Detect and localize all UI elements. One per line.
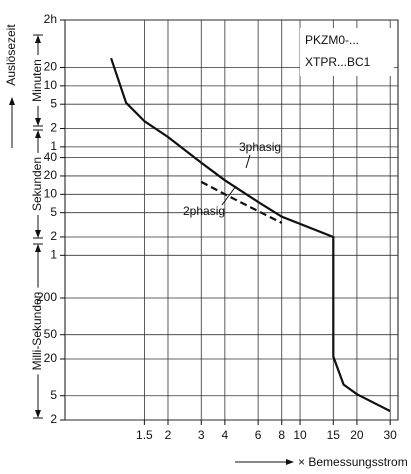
x-axis-title: × Bemessungsstrom — [298, 455, 408, 469]
x-tick-label: 20 — [350, 428, 364, 442]
x-tick-label: 8 — [278, 428, 285, 442]
group-label: Milli-Sekunden — [30, 292, 44, 371]
y-tick-label: 2 — [50, 229, 57, 243]
y-tick-label: 5 — [50, 388, 57, 402]
x-tick-label: 6 — [255, 428, 262, 442]
y-tick-label: 2h — [44, 12, 57, 26]
y-tick-label: 20 — [44, 60, 58, 74]
x-tick-label: 15 — [327, 428, 341, 442]
y-tick-label: 2 — [50, 121, 57, 135]
x-tick-label: 3 — [198, 428, 205, 442]
y-axis-title: Auslösezeit — [4, 24, 18, 86]
y-tick-label: 1 — [50, 248, 57, 262]
y-tick-label: 10 — [44, 78, 58, 92]
plot-area — [64, 19, 399, 421]
x-tick-label: 10 — [293, 428, 307, 442]
y-tick-label: 200 — [37, 290, 57, 304]
y-tick-label: 5 — [50, 205, 57, 219]
y-tick-label: 20 — [44, 168, 58, 182]
series-label: 2phasig — [183, 204, 225, 218]
label-leader — [221, 185, 237, 206]
y-tick-label: 40 — [44, 150, 58, 164]
y-tick-label: 1 — [50, 139, 57, 153]
y-tick-label: 20 — [44, 351, 58, 365]
y-tick-label: 50 — [44, 327, 58, 341]
curve — [110, 57, 391, 413]
x-tick-label: 2 — [165, 428, 172, 442]
device-box — [300, 28, 394, 76]
y-tick-label: 10 — [44, 186, 58, 200]
curve — [200, 180, 283, 224]
label-leader — [245, 154, 251, 169]
x-tick-label: 30 — [384, 428, 398, 442]
device-label: XTPR...BC1 — [305, 55, 371, 69]
x-tick-label: 1.5 — [136, 428, 153, 442]
y-tick-label: 2 — [50, 412, 57, 426]
series-label: 3phasig — [239, 140, 281, 154]
x-tick-label: 4 — [222, 428, 229, 442]
group-label: Minuten — [30, 59, 44, 102]
device-label: PKZM0-... — [305, 33, 359, 47]
y-tick-label: 5 — [50, 96, 57, 110]
group-label: Sekunden — [30, 157, 44, 211]
